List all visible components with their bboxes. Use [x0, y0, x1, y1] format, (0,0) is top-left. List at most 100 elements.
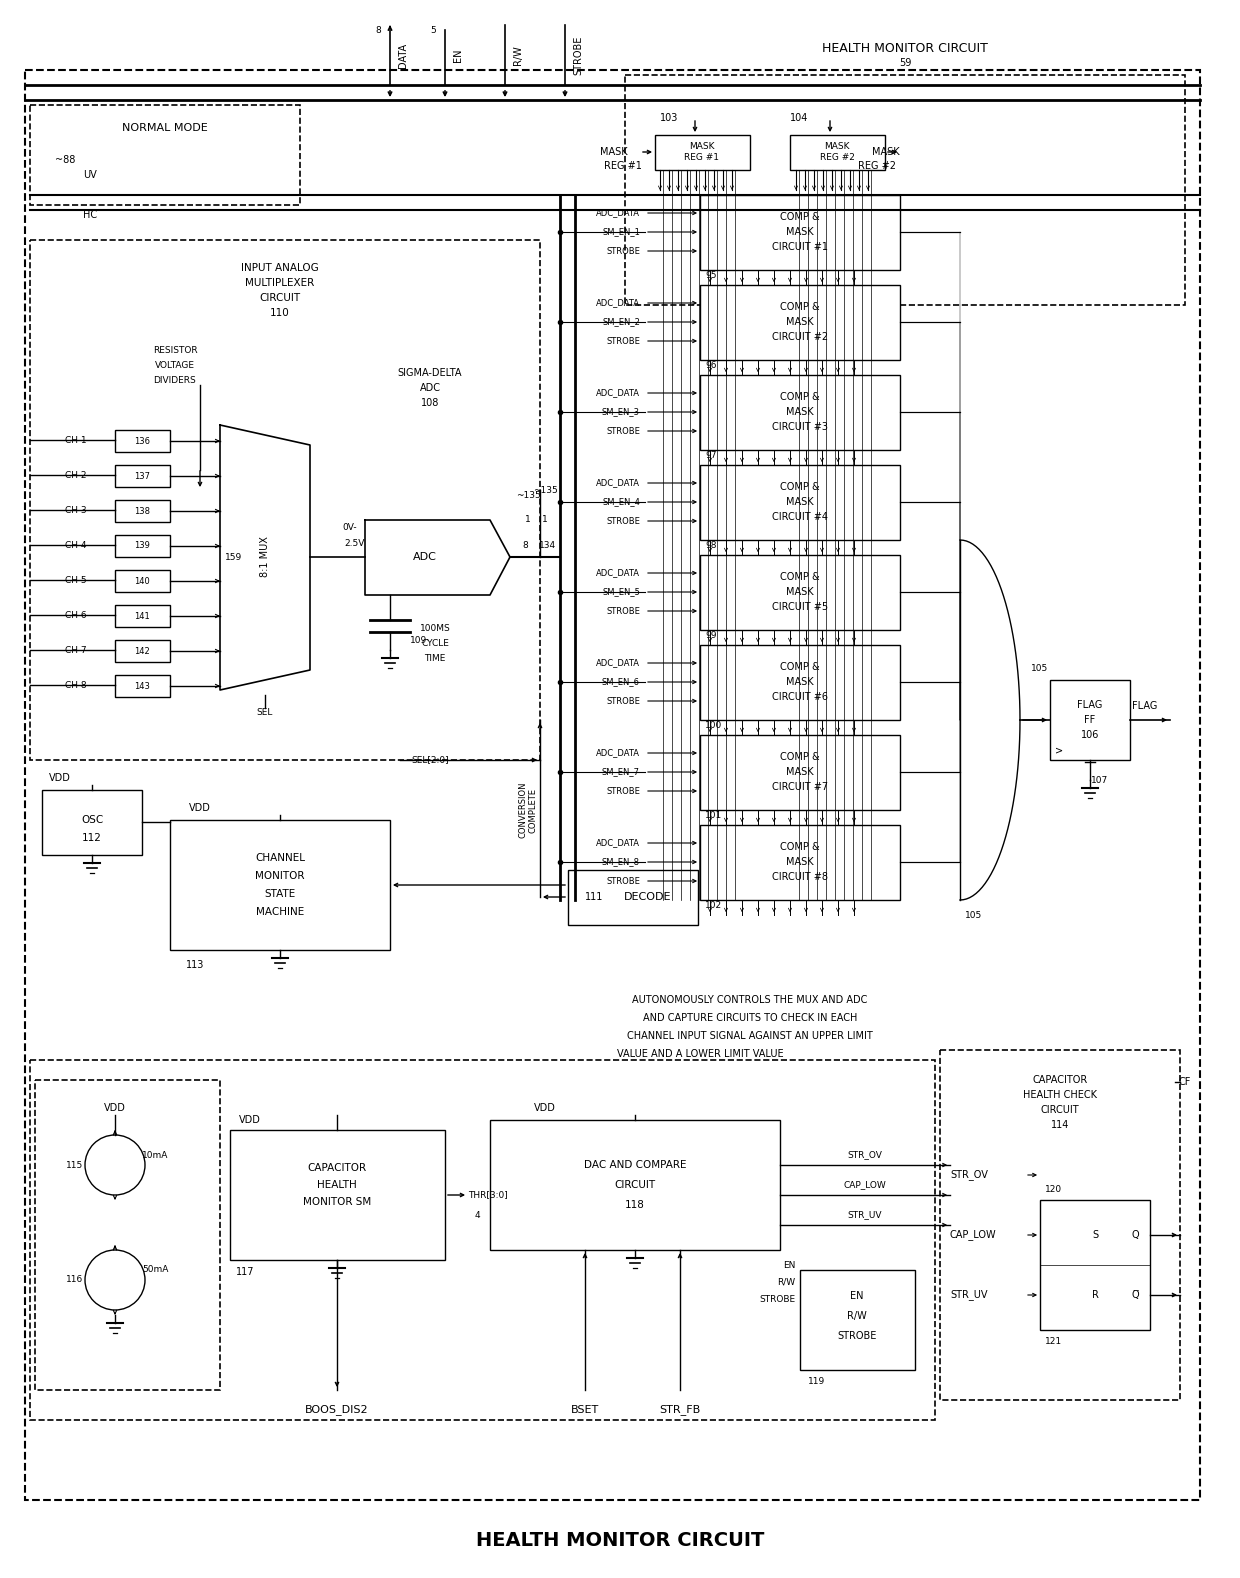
Text: AND CAPTURE CIRCUITS TO CHECK IN EACH: AND CAPTURE CIRCUITS TO CHECK IN EACH	[642, 1013, 857, 1023]
Text: CH 7: CH 7	[64, 645, 87, 655]
Text: CHANNEL: CHANNEL	[255, 854, 305, 863]
Bar	[701, 555, 900, 630]
Text: SM_EN_4: SM_EN_4	[603, 497, 640, 507]
Text: STR_OV: STR_OV	[848, 1150, 883, 1160]
Bar	[115, 570, 170, 592]
Text: 114: 114	[1050, 1120, 1069, 1130]
Text: CIRCUIT #5: CIRCUIT #5	[773, 601, 828, 612]
Text: VOLTAGE: VOLTAGE	[155, 360, 195, 369]
Text: BOOS_DIS2: BOOS_DIS2	[305, 1404, 368, 1415]
Text: DIVIDERS: DIVIDERS	[154, 376, 196, 385]
Text: 97: 97	[706, 450, 717, 459]
Text: FF: FF	[1084, 715, 1096, 724]
Text: S: S	[1092, 1229, 1099, 1240]
Bar	[701, 645, 900, 720]
Bar	[1040, 1199, 1149, 1330]
Text: MASK: MASK	[873, 147, 900, 156]
Text: 4: 4	[474, 1210, 480, 1220]
Text: VDD: VDD	[239, 1116, 260, 1125]
Text: MASK: MASK	[786, 407, 813, 417]
Text: CAPACITOR: CAPACITOR	[1033, 1075, 1087, 1086]
Bar	[115, 675, 170, 697]
Text: VDD: VDD	[188, 803, 211, 813]
Bar	[115, 535, 170, 557]
Bar	[30, 1060, 935, 1420]
Bar	[800, 1270, 915, 1370]
Text: 143: 143	[134, 682, 150, 691]
Text: 2.5V: 2.5V	[345, 538, 366, 548]
Bar	[30, 106, 300, 205]
Text: THR[3:0]: THR[3:0]	[467, 1190, 507, 1199]
Text: 111: 111	[585, 892, 604, 903]
Text: COMP &: COMP &	[780, 571, 820, 582]
Text: 110: 110	[270, 308, 290, 319]
Text: >: >	[1055, 745, 1063, 754]
Text: MULTIPLEXER: MULTIPLEXER	[246, 278, 315, 289]
Text: ADC_DATA: ADC_DATA	[596, 838, 640, 847]
Bar	[170, 821, 391, 950]
Text: CH 2: CH 2	[64, 470, 87, 480]
Text: 104: 104	[790, 114, 808, 123]
Bar	[701, 196, 900, 270]
Text: SM_EN_3: SM_EN_3	[601, 407, 640, 417]
Text: 119: 119	[808, 1378, 826, 1387]
Text: RESISTOR: RESISTOR	[153, 346, 197, 355]
Text: SM_EN_1: SM_EN_1	[603, 227, 640, 237]
Text: AUTONOMOUSLY CONTROLS THE MUX AND ADC: AUTONOMOUSLY CONTROLS THE MUX AND ADC	[632, 996, 868, 1005]
Text: CAP_LOW: CAP_LOW	[843, 1180, 887, 1190]
Text: MASK: MASK	[786, 677, 813, 686]
Text: MASK: MASK	[786, 857, 813, 866]
Text: 138: 138	[134, 507, 150, 516]
Bar	[655, 136, 750, 170]
Text: SM_EN_5: SM_EN_5	[603, 587, 640, 596]
Text: 8: 8	[522, 541, 528, 549]
Text: 137: 137	[134, 472, 150, 480]
Text: CIRCUIT #3: CIRCUIT #3	[773, 421, 828, 432]
Text: 142: 142	[134, 647, 150, 655]
Text: DECODE: DECODE	[624, 892, 672, 903]
Text: CIRCUIT #8: CIRCUIT #8	[773, 873, 828, 882]
Text: MASK: MASK	[786, 587, 813, 596]
Bar	[115, 466, 170, 488]
Bar	[568, 869, 698, 925]
Text: CH 4: CH 4	[64, 541, 87, 549]
Text: ~88: ~88	[55, 155, 76, 166]
Text: COMP &: COMP &	[780, 663, 820, 672]
Text: 139: 139	[134, 541, 150, 551]
Text: CIRCUIT: CIRCUIT	[615, 1180, 656, 1190]
Text: CAPACITOR: CAPACITOR	[308, 1163, 367, 1172]
Text: STROBE: STROBE	[606, 606, 640, 615]
Text: CH 8: CH 8	[64, 680, 87, 690]
Text: 115: 115	[67, 1160, 83, 1169]
Text: 112: 112	[82, 833, 102, 843]
Text: CIRCUIT #2: CIRCUIT #2	[773, 331, 828, 342]
Text: 113: 113	[186, 959, 205, 970]
Text: 102: 102	[706, 901, 722, 909]
Bar	[229, 1130, 445, 1259]
Text: ADC: ADC	[419, 383, 440, 393]
Bar	[701, 376, 900, 450]
Text: CF: CF	[1179, 1078, 1192, 1087]
Text: 5: 5	[430, 25, 436, 35]
Text: 106: 106	[1081, 731, 1099, 740]
Text: CH 1: CH 1	[64, 436, 87, 445]
Text: MASK
REG #2: MASK REG #2	[820, 142, 854, 161]
Bar	[701, 466, 900, 540]
Bar	[1050, 680, 1130, 761]
Text: HEALTH CHECK: HEALTH CHECK	[1023, 1090, 1097, 1100]
Bar	[701, 735, 900, 810]
Text: R/W: R/W	[777, 1278, 795, 1286]
Text: 0V-: 0V-	[342, 524, 357, 532]
Bar	[115, 500, 170, 522]
Text: STROBE: STROBE	[759, 1294, 795, 1303]
Text: 120: 120	[1045, 1185, 1063, 1195]
Text: HC: HC	[83, 210, 97, 219]
Text: STROBE: STROBE	[573, 35, 583, 74]
Bar	[701, 286, 900, 360]
Bar	[940, 1049, 1180, 1400]
Text: R/W: R/W	[847, 1311, 867, 1321]
Text: 117: 117	[236, 1267, 254, 1277]
Text: SIGMA-DELTA: SIGMA-DELTA	[398, 368, 463, 379]
Text: STROBE: STROBE	[606, 426, 640, 436]
Text: 99: 99	[706, 631, 717, 639]
